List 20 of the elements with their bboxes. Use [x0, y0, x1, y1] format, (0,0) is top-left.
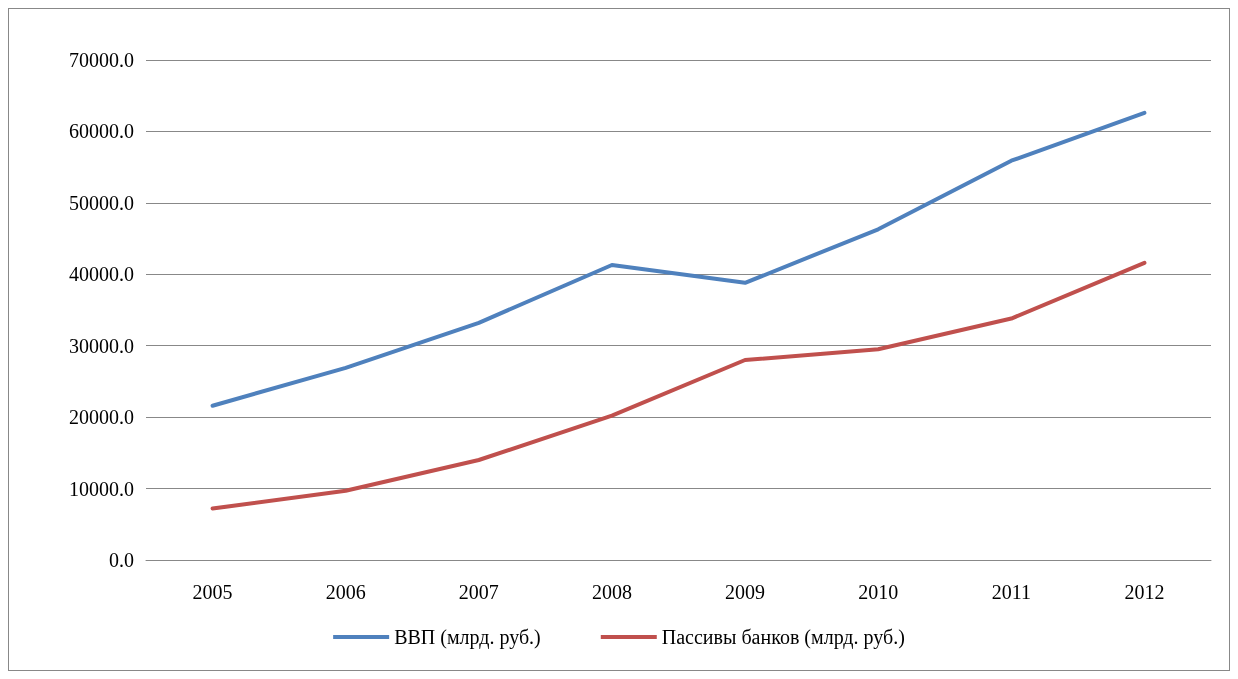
line-series — [210, 260, 1147, 511]
x-tick-label: 2009 — [725, 581, 766, 603]
y-tick-label: 10000.0 — [69, 477, 134, 500]
y-tick-label: 50000.0 — [69, 191, 134, 214]
x-tick-label: 2006 — [325, 581, 366, 603]
x-tick-label: 2012 — [1124, 581, 1165, 603]
x-tick-label: 2005 — [192, 581, 233, 603]
x-tick-label: 2007 — [458, 581, 499, 603]
legend-label: Пассивы банков (млрд. руб.) — [661, 626, 905, 649]
y-tick-label: 30000.0 — [69, 334, 134, 357]
x-tick-label: 2011 — [991, 581, 1031, 603]
y-tick-label: 40000.0 — [69, 263, 134, 286]
x-tick-label: 2008 — [591, 581, 632, 603]
y-tick-label: 60000.0 — [69, 120, 134, 143]
y-tick-label: 20000.0 — [69, 406, 134, 429]
y-tick-label: 70000.0 — [69, 49, 134, 71]
legend-label: ВВП (млрд. руб.) — [394, 626, 541, 649]
x-tick-label: 2010 — [858, 581, 899, 603]
y-tick-label: 0.0 — [109, 549, 134, 571]
line-series — [210, 110, 1147, 408]
